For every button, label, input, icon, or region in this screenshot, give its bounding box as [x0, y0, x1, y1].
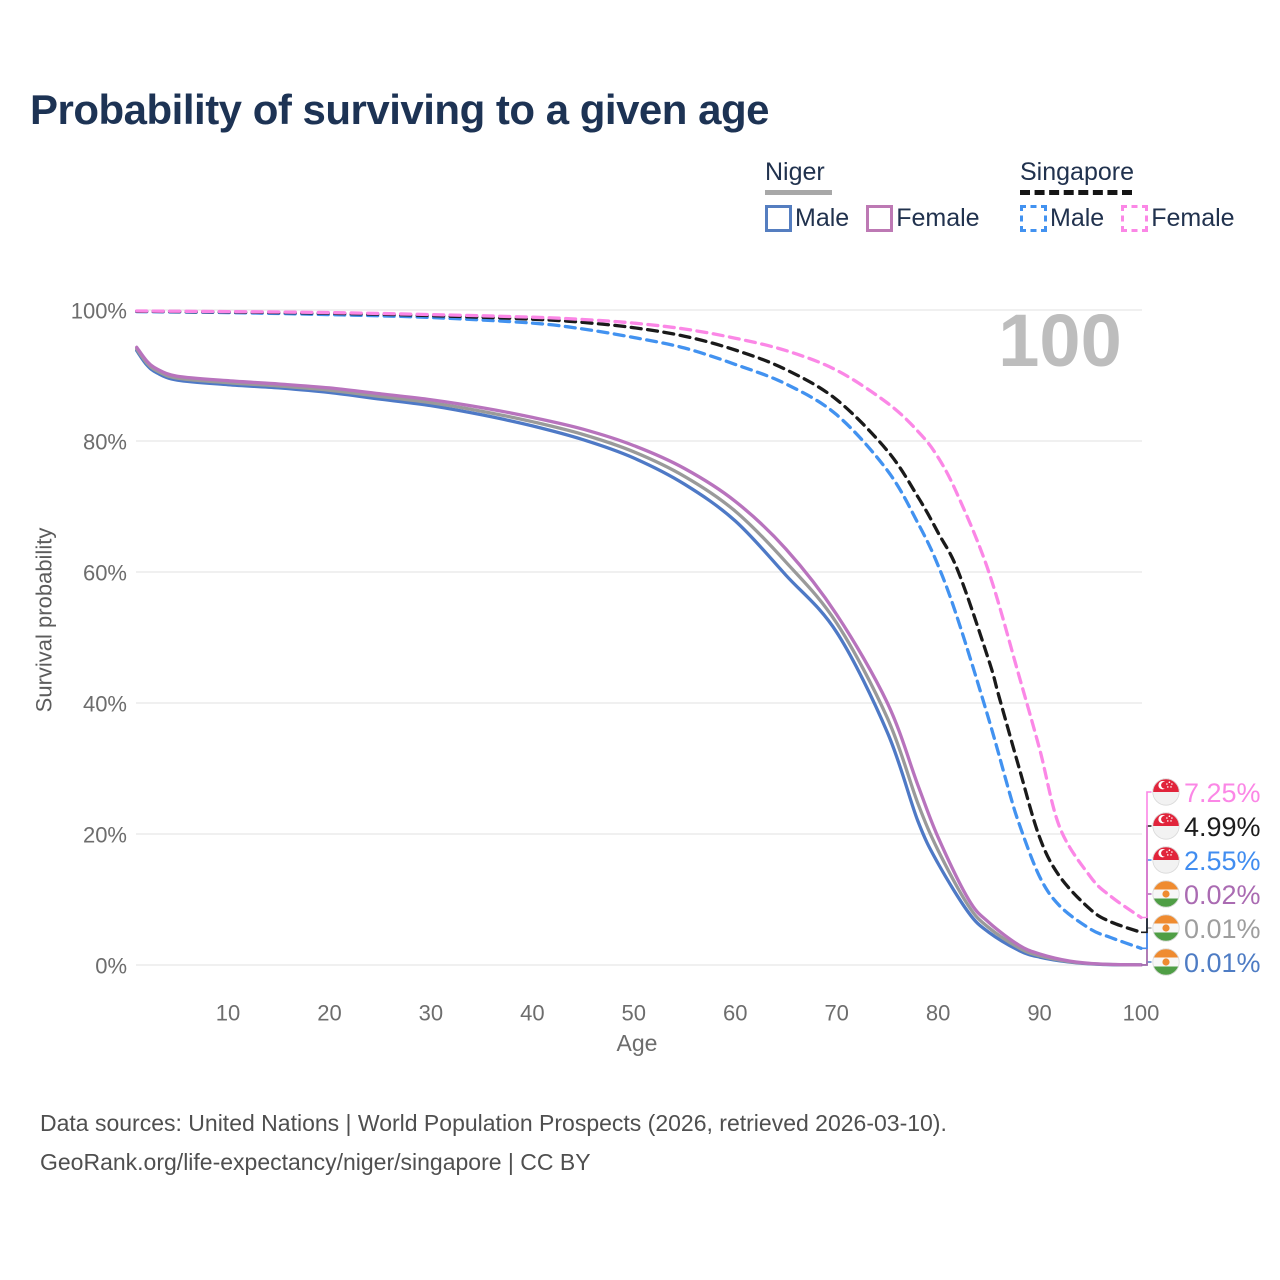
x-tick-label: 60	[723, 1001, 747, 1026]
footer-source-line: Data sources: United Nations | World Pop…	[40, 1110, 947, 1136]
legend-swatch-singapore-male[interactable]	[1020, 205, 1047, 232]
legend-group-singapore: Singapore Male Female	[1020, 158, 1252, 233]
legend-group-title-niger: Niger	[765, 158, 825, 186]
curve-niger-both	[135, 347, 1143, 967]
legend-group-niger: Niger Male Female	[765, 158, 997, 233]
x-tick-label: 50	[622, 1001, 646, 1026]
end-value-label-niger-female: 0.02%	[1184, 880, 1261, 910]
survival-chart-plot: 100 0% 20% 40% 60% 80% 100% 10 20 30 40 50 60 70 80 90 1…	[32, 299, 1261, 1057]
end-value-label-singapore-male: 2.55%	[1184, 846, 1261, 876]
curve-singapore-male	[135, 309, 1143, 950]
page-title: Probability of surviving to a given age	[30, 86, 769, 133]
curve-niger-female	[135, 345, 1143, 967]
y-tick-label: 100%	[71, 299, 127, 324]
flag-niger-icon	[1152, 914, 1180, 942]
flag-singapore-icon	[1152, 846, 1180, 874]
flag-niger-icon	[1152, 948, 1180, 976]
footer-link-line: GeoRank.org/life-expectancy/niger/singap…	[40, 1149, 591, 1175]
y-tick-label: 80%	[83, 430, 127, 455]
legend-underline-niger-solid	[765, 190, 832, 195]
legend-group-title-singapore: Singapore	[1020, 158, 1134, 186]
legend-swatch-niger-male[interactable]	[765, 205, 792, 232]
x-tick-label: 90	[1027, 1001, 1051, 1026]
flag-singapore-icon	[1152, 778, 1180, 806]
x-axis-title: Age	[617, 1030, 658, 1056]
flag-singapore-icon	[1152, 812, 1180, 840]
x-tick-label: 30	[419, 1001, 443, 1026]
watermark-age-100: 100	[998, 299, 1121, 382]
x-tick-label: 20	[317, 1001, 341, 1026]
end-value-label-niger-male: 0.01%	[1184, 948, 1261, 978]
legend-label-singapore-female[interactable]: Female	[1151, 204, 1235, 232]
x-tick-label: 80	[926, 1001, 950, 1026]
legend-label-singapore-male[interactable]: Male	[1050, 204, 1105, 232]
curve-singapore-both	[135, 309, 1143, 934]
footer: Data sources: United Nations | World Pop…	[40, 1104, 947, 1182]
y-tick-label: 40%	[83, 692, 127, 717]
y-tick-label: 0%	[95, 954, 127, 979]
legend-underline-singapore-dashed	[1020, 190, 1132, 195]
end-value-label-niger-both: 0.01%	[1184, 914, 1261, 944]
curve-singapore-female	[135, 309, 1143, 920]
end-value-label-singapore-female: 7.25%	[1184, 778, 1261, 808]
end-label-connector-singapore-female	[1141, 791, 1152, 919]
y-tick-label: 20%	[83, 823, 127, 848]
x-tick-label: 70	[824, 1001, 848, 1026]
x-tick-label: 100	[1123, 1001, 1160, 1026]
legend-swatch-niger-female[interactable]	[866, 205, 894, 232]
y-axis-title: Survival probability	[32, 528, 57, 713]
legend-label-niger-female[interactable]: Female	[896, 204, 980, 232]
curve-niger-male	[135, 348, 1143, 967]
legend-label-niger-male[interactable]: Male	[795, 204, 850, 232]
end-value-label-singapore-both: 4.99%	[1184, 812, 1261, 842]
flag-niger-icon	[1152, 880, 1180, 908]
legend-swatch-singapore-female[interactable]	[1121, 205, 1149, 232]
x-tick-label: 10	[216, 1001, 240, 1026]
x-tick-label: 40	[520, 1001, 544, 1026]
y-tick-label: 60%	[83, 561, 127, 586]
